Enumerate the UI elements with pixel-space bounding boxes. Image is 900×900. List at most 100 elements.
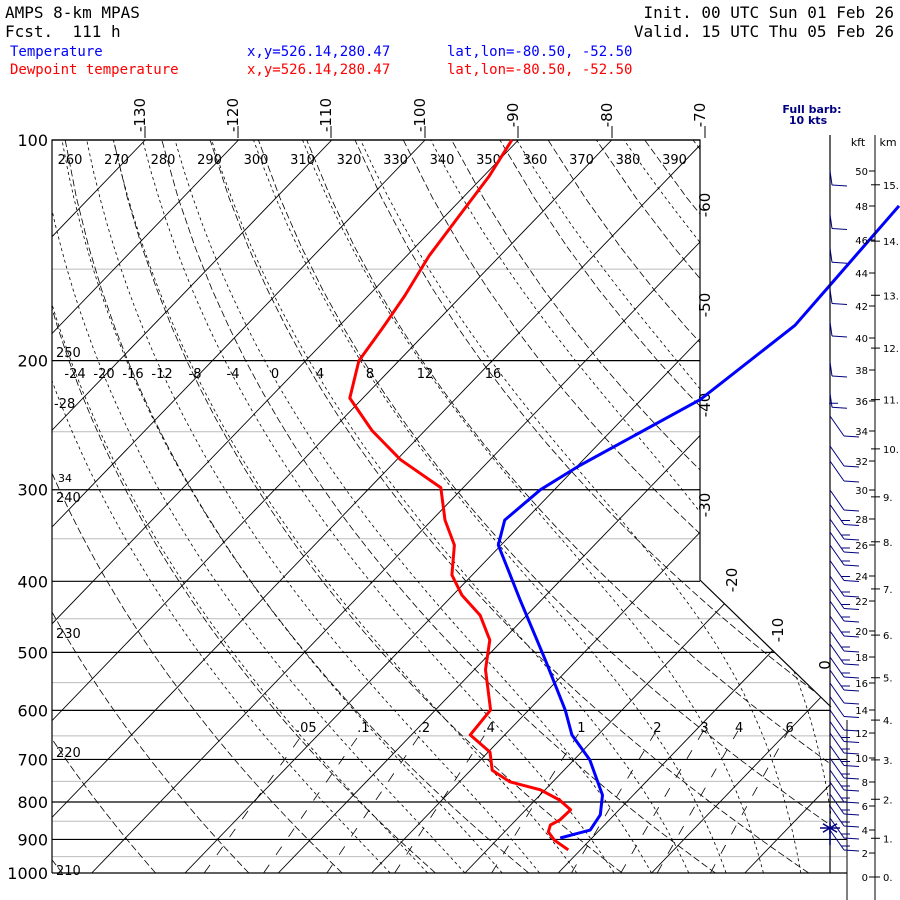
barb-full-feather <box>831 184 848 187</box>
dry-adiabat <box>52 140 250 873</box>
moist-adiabat <box>113 140 578 873</box>
barb-full-feather <box>843 825 860 828</box>
mixing-ratio-label: .2 <box>418 721 430 736</box>
wind-barb <box>829 669 860 692</box>
barb-full-feather <box>831 335 848 338</box>
barb-shaft <box>829 518 845 540</box>
wind-barb <box>829 769 860 792</box>
mixing-ratio-label: 1 <box>577 721 585 736</box>
kft-tick-label: 34 <box>855 427 868 438</box>
wind-barb <box>829 600 860 623</box>
moist-adiabat-label: -28 <box>54 397 75 412</box>
wind-barb <box>829 248 848 264</box>
kft-axis-label: kft <box>851 136 866 149</box>
barb-full-feather <box>843 837 860 840</box>
kft-tick-label: 40 <box>855 334 868 345</box>
pressure-tick-label: 500 <box>17 643 48 662</box>
barb-shaft <box>829 544 845 566</box>
dry-adiabat <box>113 140 623 873</box>
barb-full-feather <box>843 752 860 755</box>
km-tick-label: 7. <box>883 585 893 596</box>
moist-adiabat <box>430 140 831 873</box>
wind-barb <box>829 757 860 780</box>
barb-full-feather <box>831 261 848 264</box>
wind-barb <box>829 560 860 582</box>
mixing-ratio-line <box>326 730 423 873</box>
kft-tick-label: 4 <box>862 826 868 837</box>
kft-tick-label: 16 <box>855 679 868 690</box>
isotherm <box>52 140 706 873</box>
barb-shaft <box>829 415 845 437</box>
barb-shaft <box>829 504 845 525</box>
barb-shaft <box>829 757 845 779</box>
pressure-tick-label: 200 <box>17 352 48 371</box>
moist-adiabat <box>302 140 764 873</box>
pressure-tick-label: 800 <box>17 793 48 812</box>
dry-adiabat-label: 290 <box>197 153 222 168</box>
km-tick-label: 10. <box>883 445 899 456</box>
barb-full-feather <box>843 813 860 816</box>
isotherm <box>184 140 831 873</box>
legend-dewpoint-latlon: lat,lon=-80.50, -52.50 <box>447 62 633 78</box>
wind-barb <box>829 745 860 767</box>
mixing-ratio-line <box>491 730 581 873</box>
barb-shaft <box>829 575 845 597</box>
dry-adiabat-label: 300 <box>244 153 269 168</box>
barb-full-feather <box>843 689 860 692</box>
dry-adiabat-label: 320 <box>337 153 362 168</box>
barb-full-feather <box>843 741 860 743</box>
dry-adiabat <box>209 140 809 873</box>
wind-barbs: kft km02468101214161820222426283032343638… <box>820 135 899 900</box>
wind-barb <box>829 321 848 338</box>
legend-temperature-label: Temperature <box>10 44 103 60</box>
moist-adiabat-label: -24 <box>64 367 85 382</box>
moist-adiabat <box>86 140 540 873</box>
barb-full-feather <box>843 480 860 483</box>
forecast-hour: Fcst. 111 h <box>5 22 121 41</box>
isotherm <box>52 140 239 873</box>
wind-barb <box>829 630 860 653</box>
barb-shaft <box>829 489 845 511</box>
dry-adiabat <box>402 140 831 873</box>
moist-adiabat-label: 0 <box>271 367 279 382</box>
isotherm-label: -70 <box>691 103 709 128</box>
mixing-ratio-label: 2 <box>653 721 661 736</box>
isotherm <box>52 140 519 873</box>
km-tick-label: 5. <box>883 674 893 685</box>
moist-adiabat <box>360 140 802 873</box>
model-title: AMPS 8-km MPAS <box>5 3 140 22</box>
dry-adiabat-label: 280 <box>151 153 176 168</box>
km-tick-label: 13. <box>883 291 899 302</box>
kft-tick-label: 6 <box>862 802 868 813</box>
dry-adiabat-label: 210 <box>56 864 81 879</box>
kft-tick-label: 38 <box>855 366 868 377</box>
barb-shaft <box>829 656 845 678</box>
wind-barb <box>829 393 848 409</box>
barb-full-feather <box>843 849 860 852</box>
km-tick-label: 11. <box>883 396 899 407</box>
km-tick-label: 9. <box>883 493 893 504</box>
dry-adiabat <box>258 140 831 873</box>
dry-adiabat-label: 270 <box>104 153 129 168</box>
barb-shaft <box>829 248 833 263</box>
barb-shaft <box>829 781 845 803</box>
barb-full-feather <box>843 729 860 732</box>
km-tick-label: 1. <box>883 834 893 845</box>
dry-adiabat-label: 330 <box>383 153 408 168</box>
km-tick-label: 6. <box>883 631 893 642</box>
sounding-profiles <box>348 139 900 852</box>
dry-adiabat <box>354 140 831 873</box>
wind-barb <box>829 361 848 378</box>
barb-shaft <box>829 745 845 766</box>
isotherm-label: -90 <box>504 103 522 128</box>
barb-shaft <box>829 721 845 742</box>
mixing-ratio-label: .4 <box>483 721 495 736</box>
isotherm-label: -30 <box>696 493 714 518</box>
barb-shaft <box>829 214 833 229</box>
kft-tick-label: 28 <box>855 515 868 526</box>
barb-full-feather <box>843 551 860 554</box>
barb-full-feather <box>843 509 860 512</box>
isotherm <box>651 140 831 873</box>
isotherm <box>52 140 426 873</box>
